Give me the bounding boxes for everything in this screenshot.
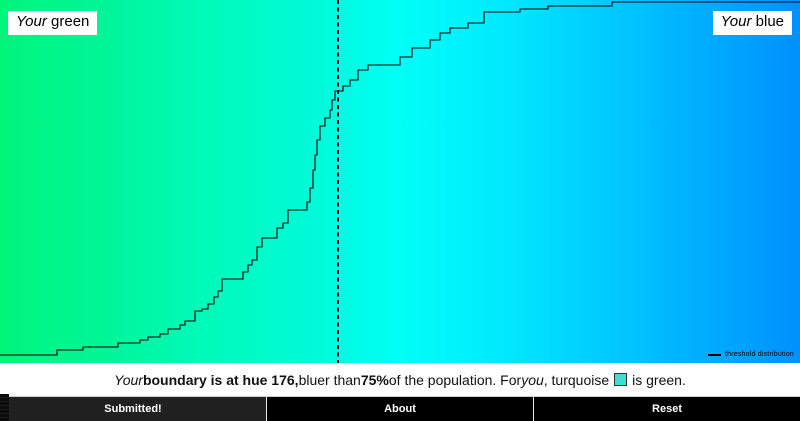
left-edge-tab[interactable] (0, 394, 9, 421)
color-swatch (614, 373, 628, 386)
about-button[interactable]: About (266, 397, 533, 421)
result-bluer-than: bluer than (298, 371, 361, 388)
result-text: Your boundary is at hue 176, bluer than … (0, 363, 800, 396)
green-label: Your green (8, 11, 98, 35)
hue-gradient-plot[interactable]: Your green Your blue threshold distribut… (0, 0, 800, 363)
result-turquoise: , turquoise (543, 371, 610, 388)
result-you: you (521, 371, 544, 388)
blue-label-word: blue (755, 13, 784, 30)
blue-label-your: Your (720, 13, 752, 30)
legend-line-icon (708, 353, 721, 356)
threshold-distribution-legend: threshold distribution (708, 351, 794, 358)
blue-label: Your blue (712, 11, 792, 35)
button-bar: Submitted! About Reset (0, 396, 800, 421)
result-population: of the population. For (388, 371, 522, 388)
green-label-word: green (51, 13, 90, 30)
green-label-your: Your (16, 13, 47, 30)
legend-label: threshold distribution (725, 351, 794, 358)
result-boundary-hue: boundary is at hue 176, (142, 371, 299, 388)
result-is-green: is green. (632, 371, 686, 388)
result-your: Your (114, 371, 143, 388)
reset-button[interactable]: Reset (533, 397, 800, 421)
result-percent: 75% (360, 371, 389, 388)
threshold-chart (0, 0, 800, 363)
submit-button[interactable]: Submitted! (0, 397, 266, 421)
threshold-curve (0, 1, 800, 356)
